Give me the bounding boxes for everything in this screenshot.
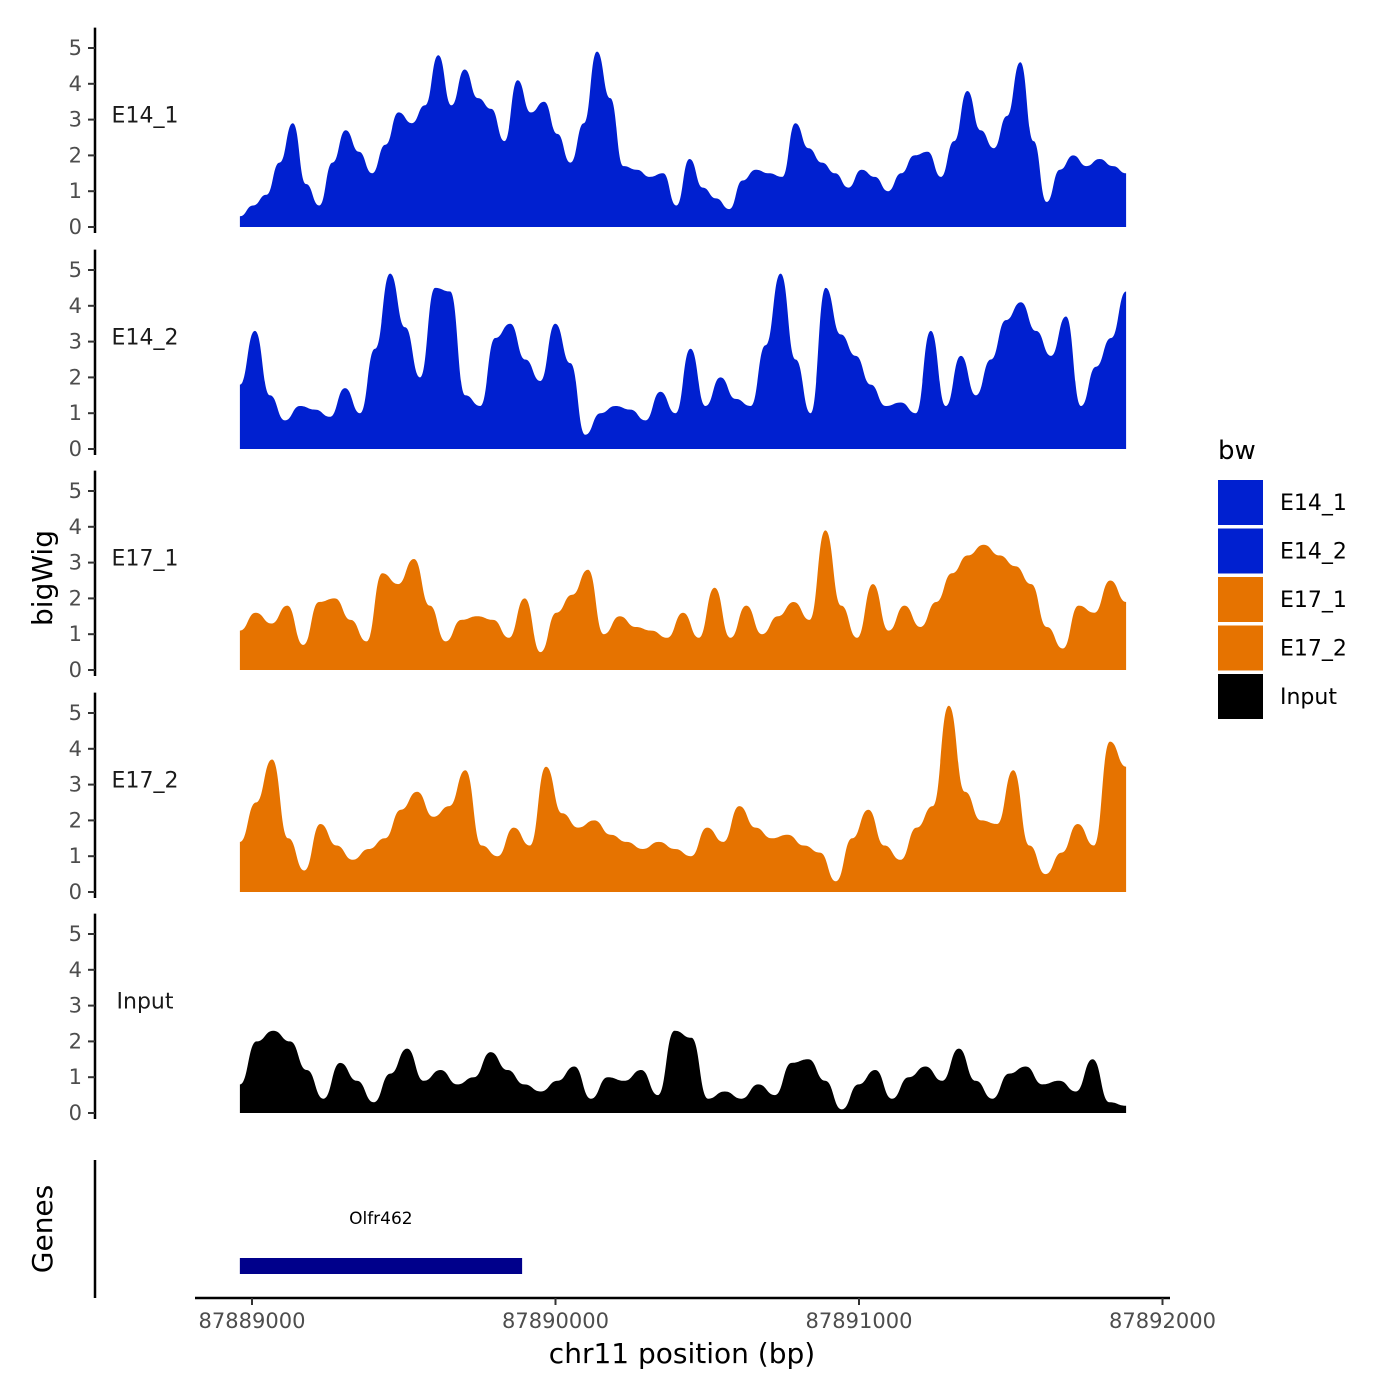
track-e14-1: 0 1 2 3 4 5 E14_1 <box>69 27 1127 239</box>
y-tick-label: 4 <box>69 737 82 761</box>
coverage-tracks: 0 1 2 3 4 5 E14_1 0 1 2 3 4 5 E14_2 0 1 2 3 4 5 E17_1 0 1 2 3 4 5 E… <box>69 27 1127 1125</box>
y-tick-label: 0 <box>69 215 82 239</box>
legend-label: E17_2 <box>1280 637 1347 662</box>
coverage-area-e14-1 <box>239 51 1127 227</box>
y-tick-label: 4 <box>69 958 82 982</box>
track-label: Input <box>117 990 174 1015</box>
coverage-area-e14-2 <box>239 273 1127 449</box>
y-tick-label: 4 <box>69 72 82 96</box>
y-tick-label: 5 <box>69 701 82 725</box>
x-axis: 87889000 87890000 87891000 87892000 <box>195 1296 1216 1333</box>
gene-label: Olfr462 <box>349 1209 413 1229</box>
y-tick-label: 3 <box>69 330 82 354</box>
track-label: E17_2 <box>112 769 179 794</box>
gene-bar <box>239 1258 523 1274</box>
y-tick-label: 4 <box>69 294 82 318</box>
track-label: E14_2 <box>112 326 179 351</box>
y-tick-label: 3 <box>69 551 82 575</box>
y-tick-label: 0 <box>69 437 82 461</box>
gene-track: Olfr462 <box>93 1160 523 1298</box>
y-tick-label: 1 <box>69 844 82 868</box>
y-axis-title: bigWig <box>26 530 59 626</box>
track-label: E14_1 <box>112 104 179 129</box>
y-tick-label: 5 <box>69 36 82 60</box>
x-tick-label: 87891000 <box>806 1309 913 1333</box>
y-tick-label: 2 <box>69 365 82 389</box>
legend-swatch <box>1218 480 1263 525</box>
y-tick-label: 2 <box>69 808 82 832</box>
legend-label: Input <box>1280 685 1337 710</box>
y-tick-label: 5 <box>69 479 82 503</box>
coverage-area-input <box>239 1030 1127 1113</box>
y-tick-label: 0 <box>69 880 82 904</box>
legend-title: bw <box>1218 436 1256 466</box>
y-tick-label: 3 <box>69 994 82 1018</box>
legend-swatch <box>1218 528 1263 574</box>
y-tick-label: 0 <box>69 1101 82 1125</box>
y-tick-label: 5 <box>69 258 82 282</box>
legend: bw E14_1 E14_2 E17_1 E17_2 Input <box>1218 436 1347 719</box>
legend-label: E14_2 <box>1280 540 1347 565</box>
legend-label: E14_1 <box>1280 491 1347 516</box>
y-tick-label: 4 <box>69 515 82 539</box>
y-tick-label: 3 <box>69 108 82 132</box>
legend-swatch <box>1218 625 1263 671</box>
y-tick-label: 2 <box>69 586 82 610</box>
x-tick-label: 87889000 <box>199 1309 306 1333</box>
y-tick-label: 3 <box>69 773 82 797</box>
track-e17-1: 0 1 2 3 4 5 E17_1 <box>69 470 1127 682</box>
y-tick-label: 1 <box>69 401 82 425</box>
track-label: E17_1 <box>112 547 179 572</box>
track-input: 0 1 2 3 4 5 Input <box>69 913 1127 1125</box>
x-tick-label: 87890000 <box>502 1309 609 1333</box>
coverage-area-e17-1 <box>239 530 1127 670</box>
y-tick-label: 0 <box>69 658 82 682</box>
legend-swatch <box>1218 577 1263 622</box>
y-tick-label: 1 <box>69 1065 82 1089</box>
y-tick-label: 1 <box>69 179 82 203</box>
track-e14-2: 0 1 2 3 4 5 E14_2 <box>69 249 1127 461</box>
x-axis-title: chr11 position (bp) <box>549 1337 815 1370</box>
coverage-area-e17-2 <box>239 705 1127 892</box>
y-tick-label: 5 <box>69 922 82 946</box>
track-e17-2: 0 1 2 3 4 5 E17_2 <box>69 692 1127 904</box>
y-tick-label: 2 <box>69 1029 82 1053</box>
legend-swatch <box>1218 674 1263 719</box>
genes-track-title: Genes <box>26 1185 59 1273</box>
y-tick-label: 2 <box>69 143 82 167</box>
legend-label: E17_1 <box>1280 588 1347 613</box>
x-tick-label: 87892000 <box>1109 1309 1216 1333</box>
y-tick-label: 1 <box>69 622 82 646</box>
